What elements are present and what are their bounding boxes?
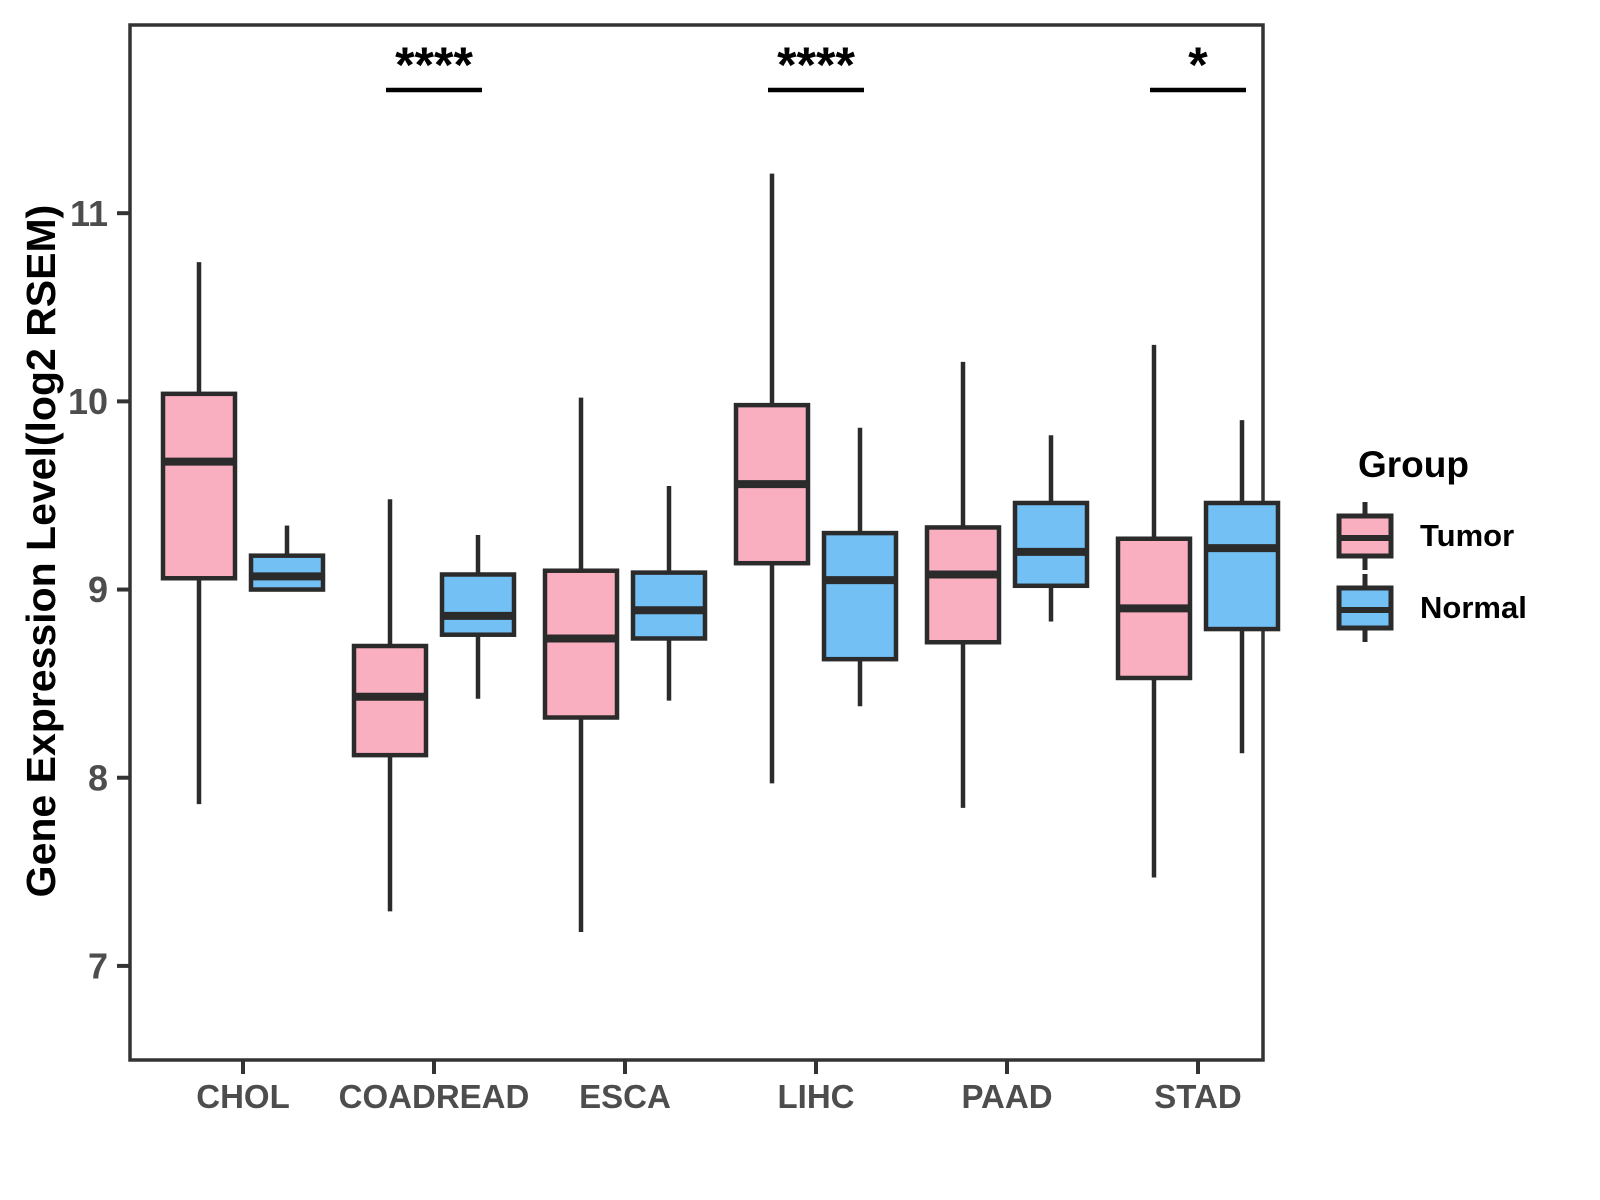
- y-axis-title: Gene Expression Level(log2 RSEM): [18, 204, 64, 898]
- y-tick-label: 7: [88, 946, 108, 987]
- x-tick-label: LIHC: [778, 1078, 855, 1115]
- x-tick-label: STAD: [1154, 1078, 1241, 1115]
- y-tick-label: 11: [70, 193, 108, 234]
- tumor-boxplot-key-icon: [1336, 502, 1394, 570]
- y-tick-label: 10: [68, 381, 108, 422]
- legend-entry-normal: Normal: [1330, 572, 1527, 644]
- boxplot-ESCA-Tumor-box: [542, 568, 620, 720]
- x-tick-label: ESCA: [579, 1078, 671, 1115]
- x-tick-label: PAAD: [961, 1078, 1052, 1115]
- legend-label-tumor: Tumor: [1420, 518, 1515, 553]
- boxplot-COADREAD-Normal-box: [439, 572, 517, 637]
- legend-title: Group: [1358, 444, 1469, 485]
- legend: Group Tumor Normal: [1330, 444, 1527, 644]
- x-tick-label: CHOL: [196, 1078, 290, 1115]
- boxplot-ESCA-Normal-box: [630, 570, 708, 641]
- y-tick-label: 9: [88, 569, 108, 610]
- panel-border: [128, 23, 1265, 1062]
- legend-label-normal: Normal: [1420, 590, 1527, 625]
- normal-boxplot-key-icon: [1336, 574, 1394, 642]
- boxplot-PAAD-Normal-box: [1012, 500, 1090, 589]
- significance-stars-LIHC: ****: [777, 37, 855, 93]
- boxplot-STAD-Normal-box: [1203, 500, 1281, 632]
- y-tick-label: 8: [88, 757, 108, 798]
- x-tick-label: COADREAD: [339, 1078, 530, 1115]
- boxplot-CHOL-Tumor-box: [160, 391, 238, 581]
- boxplot-PAAD-Tumor-box: [924, 525, 1002, 645]
- boxplot-LIHC-Normal-box: [821, 530, 899, 662]
- legend-entry-tumor: Tumor: [1330, 500, 1527, 572]
- significance-stars-STAD: *: [1188, 37, 1208, 93]
- significance-stars-COADREAD: ****: [395, 37, 473, 93]
